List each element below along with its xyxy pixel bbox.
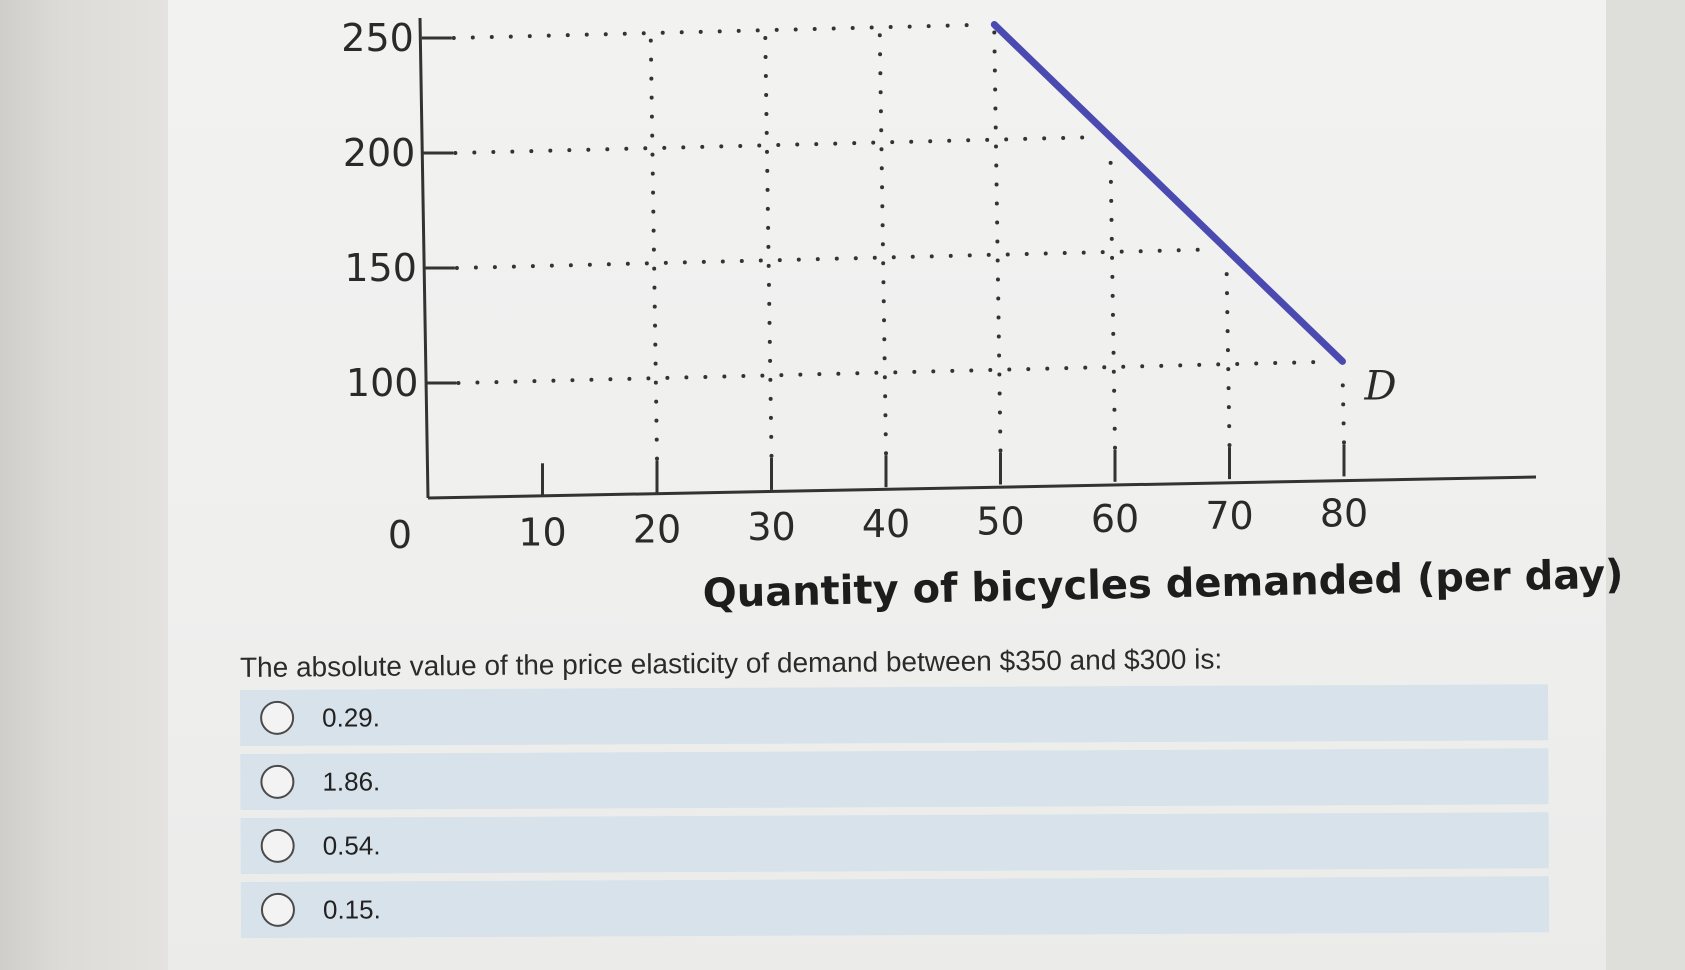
demand-line — [990, 21, 1346, 365]
answer-option[interactable]: 1.86. — [240, 748, 1549, 810]
answer-options: 0.29. 1.86. 0.54. 0.15. — [240, 684, 1550, 946]
gridline-horizontal — [456, 359, 1333, 385]
gridline-vertical — [1224, 255, 1232, 448]
x-tick-label: 0 — [388, 513, 412, 557]
gridline-horizontal — [451, 23, 974, 40]
x-tick-label: 30 — [747, 505, 795, 549]
y-tick-label: 200 — [343, 131, 416, 175]
y-tick-label: 250 — [341, 16, 414, 60]
gridline-vertical — [992, 30, 1003, 453]
gridline-vertical — [877, 33, 888, 456]
x-axis-line — [427, 475, 1537, 500]
radio-button[interactable] — [260, 892, 296, 927]
gridline-vertical — [1340, 367, 1346, 445]
gridline-horizontal — [453, 135, 1101, 155]
answer-label: 0.15. — [322, 893, 381, 925]
gridline-vertical — [648, 38, 659, 461]
answer-option[interactable]: 0.15. — [240, 876, 1550, 938]
curve-label-d: D — [1363, 363, 1396, 409]
y-tick-label: 150 — [344, 246, 417, 290]
chart-grid — [451, 23, 1346, 461]
gridline-vertical — [1108, 142, 1117, 450]
answer-label: 0.29. — [322, 701, 381, 733]
x-axis-label: Quantity of bicycles demanded (per day) — [702, 552, 1624, 617]
x-tick-label: 70 — [1205, 494, 1253, 538]
x-tick-label: 10 — [518, 510, 566, 554]
x-tick-label: 20 — [633, 508, 681, 552]
x-tick-label: 40 — [862, 502, 910, 546]
x-tick-label: 80 — [1320, 491, 1368, 535]
answer-option[interactable]: 0.54. — [240, 812, 1549, 874]
gridline-vertical — [763, 35, 774, 458]
x-tick-label: 60 — [1091, 497, 1139, 541]
answer-label: 0.54. — [322, 829, 381, 861]
demand-chart: 250 200 150 100 0 10 20 30 40 50 60 70 80 D Quantity… — [341, 16, 1624, 617]
y-axis-line — [418, 17, 430, 499]
y-tick-label: 100 — [346, 361, 419, 405]
radio-button[interactable] — [260, 764, 295, 799]
chart-axes — [418, 17, 1537, 500]
radio-button[interactable] — [260, 700, 295, 735]
chart-ticks: 250 200 150 100 0 10 20 30 40 50 60 70 80 — [341, 16, 1368, 557]
answer-option[interactable]: 0.29. — [240, 684, 1549, 746]
answer-label: 1.86. — [322, 765, 381, 797]
x-tick-label: 50 — [976, 500, 1024, 544]
radio-button[interactable] — [260, 828, 295, 863]
page-margin — [1606, 0, 1685, 970]
gridline-horizontal — [454, 247, 1217, 270]
demand-curve: D — [990, 21, 1397, 409]
